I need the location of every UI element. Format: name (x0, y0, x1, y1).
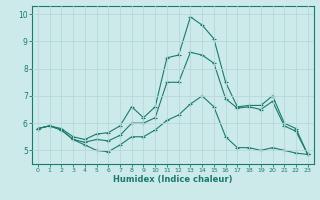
X-axis label: Humidex (Indice chaleur): Humidex (Indice chaleur) (113, 175, 233, 184)
